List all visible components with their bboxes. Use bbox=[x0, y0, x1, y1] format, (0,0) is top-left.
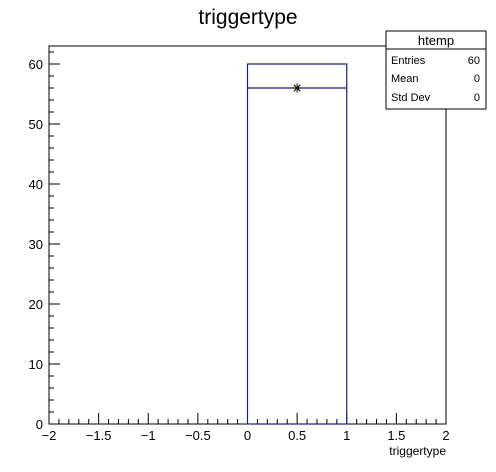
x-tick-label: 1 bbox=[343, 428, 350, 443]
stat-value-entries: 60 bbox=[468, 55, 480, 67]
y-tick-label: 20 bbox=[29, 297, 43, 312]
x-tick-label: 2 bbox=[442, 428, 449, 443]
chart-title: triggertype bbox=[198, 6, 297, 29]
y-tick-label: 0 bbox=[36, 417, 43, 432]
y-tick-label: 40 bbox=[29, 177, 43, 192]
x-axis-label: triggertype bbox=[389, 444, 446, 458]
x-tick-label: −2 bbox=[42, 428, 57, 443]
y-tick-label: 60 bbox=[29, 57, 43, 72]
stats-box-title: htemp bbox=[418, 33, 454, 48]
y-tick-label: 10 bbox=[29, 357, 43, 372]
x-tick-label: −1 bbox=[141, 428, 156, 443]
x-tick-label: −1.5 bbox=[86, 428, 112, 443]
histogram-bars bbox=[248, 64, 347, 424]
y-tick-label: 30 bbox=[29, 237, 43, 252]
y-tick-label: 50 bbox=[29, 117, 43, 132]
overlay-layer bbox=[248, 84, 347, 93]
stats-box: htemp Entries 60 Mean 0 Std Dev 0 bbox=[386, 31, 486, 109]
histogram-bin bbox=[248, 64, 347, 424]
stat-label-mean: Mean bbox=[391, 73, 419, 85]
x-tick-label: 0 bbox=[244, 428, 251, 443]
data-point-marker bbox=[293, 84, 302, 93]
x-tick-label: 0.5 bbox=[288, 428, 306, 443]
x-tick-label: −0.5 bbox=[185, 428, 211, 443]
stat-label-entries: Entries bbox=[391, 55, 426, 67]
stat-value-mean: 0 bbox=[474, 73, 480, 85]
stat-value-stddev: 0 bbox=[474, 92, 480, 104]
x-tick-label: 1.5 bbox=[387, 428, 405, 443]
stat-label-stddev: Std Dev bbox=[391, 92, 431, 104]
